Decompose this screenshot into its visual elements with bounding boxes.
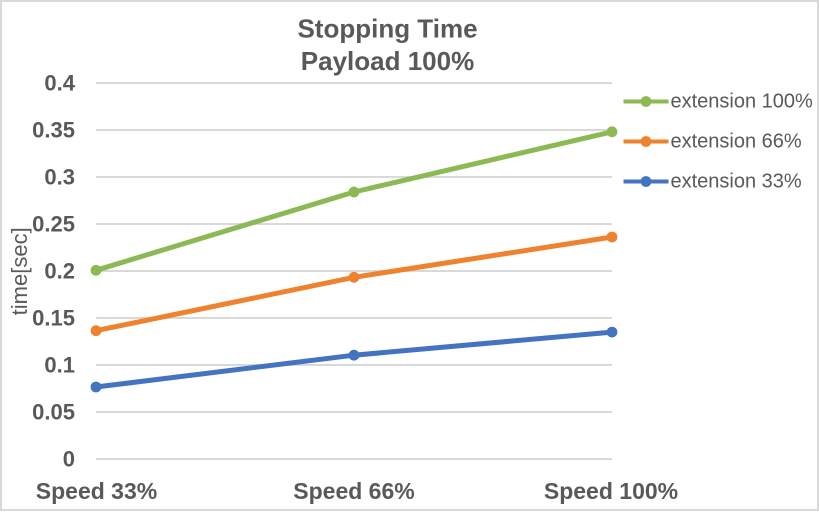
svg-text:0: 0 bbox=[63, 447, 75, 472]
svg-text:0.4: 0.4 bbox=[44, 71, 75, 96]
svg-text:time[sec]: time[sec] bbox=[7, 227, 32, 315]
svg-text:Speed 100%: Speed 100% bbox=[544, 478, 678, 504]
svg-text:0.3: 0.3 bbox=[44, 165, 75, 190]
svg-text:Speed 66%: Speed 66% bbox=[293, 478, 414, 504]
svg-text:Stopping Time: Stopping Time bbox=[297, 13, 477, 43]
svg-text:extension 33%: extension 33% bbox=[671, 170, 802, 192]
svg-text:0.15: 0.15 bbox=[32, 306, 75, 331]
svg-text:0.1: 0.1 bbox=[44, 353, 75, 378]
svg-text:extension 100%: extension 100% bbox=[671, 90, 814, 112]
svg-text:extension 66%: extension 66% bbox=[671, 130, 802, 152]
svg-text:Speed 33%: Speed 33% bbox=[36, 478, 157, 504]
svg-text:0.05: 0.05 bbox=[32, 400, 75, 425]
svg-text:Payload 100%: Payload 100% bbox=[301, 46, 474, 76]
svg-text:0.2: 0.2 bbox=[44, 259, 75, 284]
svg-text:0.25: 0.25 bbox=[32, 212, 75, 237]
svg-text:0.35: 0.35 bbox=[32, 118, 75, 143]
